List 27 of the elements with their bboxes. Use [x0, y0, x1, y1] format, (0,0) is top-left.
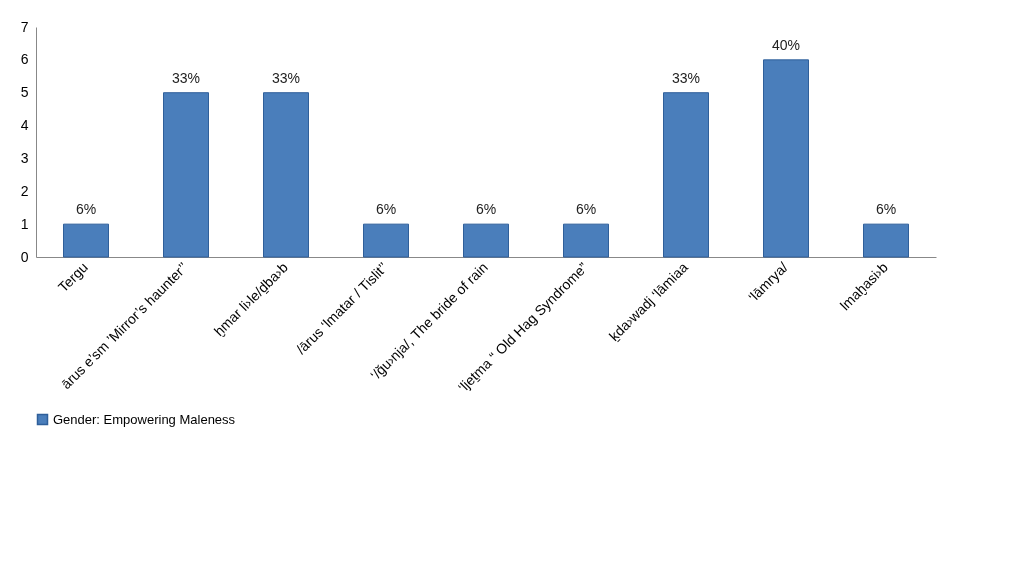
y-tick-label: 1	[20, 215, 29, 232]
text: 6%	[875, 201, 897, 218]
bar	[363, 223, 409, 258]
y-tick-label: 7	[20, 18, 29, 35]
bar	[663, 92, 709, 258]
text: 33%	[271, 69, 301, 86]
legend-label: Gender: Empowering Maleness	[53, 411, 236, 427]
text: 40%	[771, 36, 801, 53]
text: 6%	[475, 201, 497, 218]
bar	[63, 223, 109, 258]
y-tick-label: 5	[20, 84, 29, 101]
y-tick-label: 3	[20, 149, 29, 166]
bar	[863, 223, 909, 258]
text: 33%	[671, 69, 701, 86]
y-tick-label: 6	[20, 51, 29, 68]
text: 33%	[171, 69, 201, 86]
y-tick-label: 4	[20, 117, 29, 134]
bar	[163, 92, 209, 258]
text: 6%	[375, 201, 397, 218]
bar	[563, 223, 609, 258]
text: 6%	[75, 201, 97, 218]
bar	[263, 92, 309, 258]
text: 6%	[575, 201, 597, 218]
y-tick-label: 2	[20, 182, 29, 199]
bar	[463, 223, 509, 258]
y-tick-label: 0	[20, 248, 29, 265]
bar	[763, 59, 809, 258]
